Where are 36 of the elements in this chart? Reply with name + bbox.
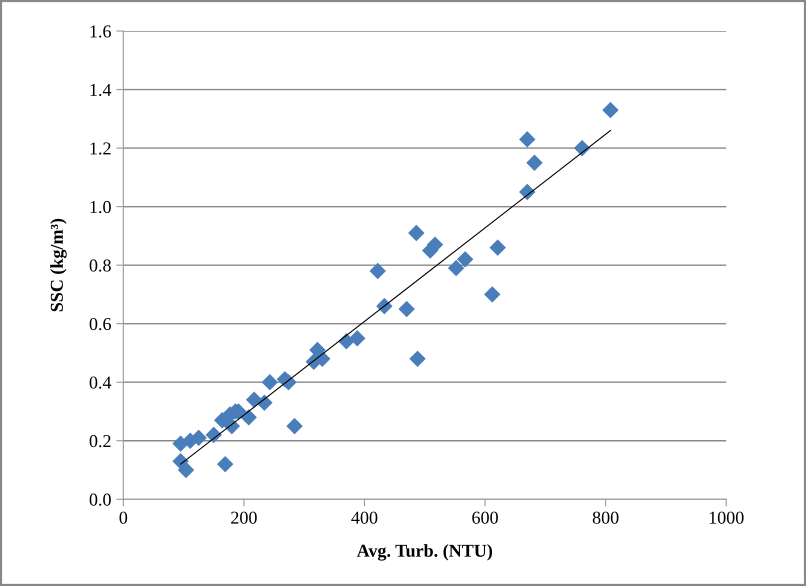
x-tick-label: 1000 bbox=[710, 512, 744, 524]
point bbox=[602, 102, 619, 118]
y-tick-label: 0.8 bbox=[90, 259, 111, 272]
x-tick-label: 200 bbox=[231, 512, 257, 524]
x-axis-title: Avg. Turb. (NTU) bbox=[356, 544, 492, 561]
point bbox=[519, 131, 536, 148]
y-tick-label: 1.6 bbox=[90, 25, 111, 38]
y-tick-label: 0.6 bbox=[90, 318, 111, 330]
point bbox=[349, 330, 366, 347]
point bbox=[408, 224, 425, 242]
y-tick-label: 0.4 bbox=[90, 376, 112, 389]
point bbox=[370, 262, 386, 280]
x-tick-label: 800 bbox=[592, 512, 618, 524]
x-tick-label: 400 bbox=[351, 512, 378, 524]
x-tick-label: 600 bbox=[472, 512, 498, 524]
point bbox=[456, 251, 474, 268]
point bbox=[178, 462, 194, 478]
y-tick-label: 0.2 bbox=[90, 435, 111, 448]
point bbox=[484, 286, 501, 303]
point bbox=[256, 394, 273, 411]
y-tick-label: 1.2 bbox=[90, 142, 111, 155]
point bbox=[216, 456, 234, 472]
y-tick-label: 0.0 bbox=[90, 494, 111, 506]
point bbox=[240, 409, 257, 426]
point bbox=[398, 300, 415, 318]
point bbox=[526, 154, 543, 171]
y-tick-label: 1.0 bbox=[90, 200, 111, 214]
point bbox=[448, 260, 464, 276]
y-axis-title: SSC (kg/m³) bbox=[50, 218, 67, 312]
point bbox=[262, 374, 278, 390]
point bbox=[409, 350, 426, 368]
x-tick-label: 0 bbox=[119, 512, 128, 524]
point bbox=[286, 418, 303, 434]
y-tick-label: 1.4 bbox=[90, 84, 112, 96]
point bbox=[206, 426, 222, 444]
point bbox=[489, 239, 506, 256]
